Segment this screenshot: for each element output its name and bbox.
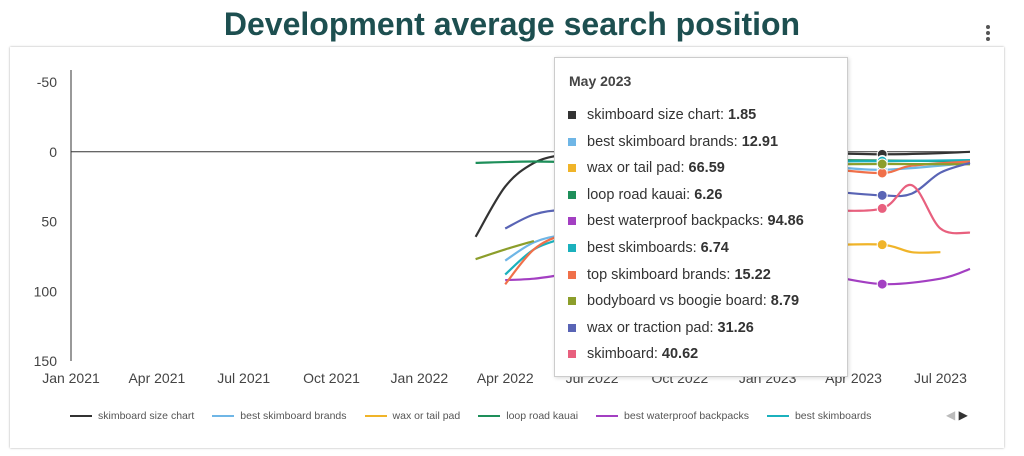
tooltip-value: 94.86 [767, 213, 804, 230]
tooltip-row: best skimboard brands: 12.91 [568, 132, 778, 152]
legend-item[interactable]: wax or tail pad [364, 410, 461, 422]
legend-label: skimboard size chart [98, 410, 195, 422]
legend-swatch [364, 415, 387, 417]
x-tick-label: Jan 2021 [42, 370, 100, 386]
tooltip-label: wax or traction pad: [587, 319, 714, 336]
tooltip-value: 15.22 [734, 266, 771, 283]
x-tick-label: Jul 2023 [914, 370, 967, 386]
x-tick-label: Apr 2021 [128, 370, 185, 386]
tooltip-swatch [568, 323, 576, 332]
tooltip-value: 66.59 [688, 160, 725, 177]
series-line [475, 239, 535, 261]
x-tick-label: Jul 2021 [217, 370, 270, 386]
tooltip-swatch [568, 164, 576, 173]
tooltip-swatch [568, 244, 576, 252]
highlight-point [876, 189, 888, 201]
legend-next-icon[interactable]: ▶ [958, 408, 968, 422]
tooltip-label: top skimboard brands: [587, 266, 731, 283]
y-tick-label: 0 [49, 144, 57, 160]
tooltip-label: loop road kauai: [587, 186, 691, 203]
legend-swatch [766, 415, 789, 417]
y-tick-label: 150 [34, 353, 58, 369]
tooltip-swatch [568, 217, 576, 226]
y-tick-label: -50 [37, 74, 57, 90]
page-title: Development average search position [223, 6, 801, 42]
legend-item[interactable]: best skimboards [766, 410, 872, 422]
series-line [823, 150, 971, 156]
highlight-point [876, 202, 888, 214]
legend-swatch [596, 415, 619, 417]
tooltip-label: best skimboards: [587, 240, 697, 256]
series-line [823, 267, 971, 286]
tooltip-swatch [568, 270, 576, 279]
legend-label: wax or tail pad [392, 410, 461, 422]
legend-pager: ◀ ▶ [946, 408, 968, 422]
legend-item[interactable]: best waterproof backpacks [596, 410, 749, 422]
highlight-point [876, 158, 888, 170]
highlight-point [876, 239, 888, 251]
tooltip-row: top skimboard brands: 15.22 [568, 265, 771, 285]
tooltip-label: skimboard: [587, 346, 658, 363]
tooltip-swatch [568, 111, 576, 119]
legend-label: best waterproof backpacks [624, 410, 749, 422]
tooltip-swatch [568, 137, 576, 146]
tooltip-value: 31.26 [717, 319, 754, 336]
tooltip-value: 40.62 [661, 346, 699, 363]
tooltip-value: 6.74 [700, 240, 729, 256]
x-tick-label: Oct 2021 [303, 370, 360, 386]
tooltip-row: skimboard: 40.62 [568, 344, 698, 364]
tooltip-label: wax or tail pad: [587, 160, 685, 177]
tooltip-row: loop road kauai: 6.26 [568, 185, 722, 205]
tooltip-swatch [568, 297, 576, 306]
legend-item[interactable]: loop road kauai [478, 410, 578, 422]
tooltip-row: wax or traction pad: 31.26 [568, 318, 754, 338]
tooltip-row: wax or tail pad: 66.59 [568, 158, 725, 178]
tooltip: May 2023 skimboard size chart: 1.85 best s… [554, 57, 848, 377]
tooltip-value: 12.91 [741, 133, 779, 150]
legend-label: loop road kauai [506, 410, 579, 422]
tooltip-header: May 2023 [569, 73, 632, 89]
highlight-point [876, 278, 888, 290]
legend-swatch [70, 415, 92, 417]
y-tick-label: 100 [34, 283, 58, 299]
tooltip-swatch [568, 190, 576, 199]
y-tick-label: 50 [41, 214, 57, 230]
legend-label: best skimboards [794, 410, 872, 422]
x-tick-label: Jan 2022 [391, 370, 449, 386]
tooltip-label: skimboard size chart: [587, 107, 724, 123]
legend-item[interactable]: best skimboard brands [212, 410, 347, 422]
x-tick-label: Apr 2022 [477, 370, 534, 386]
tooltip-label: best waterproof backpacks: [587, 213, 764, 230]
tooltip-row: best skimboards: 6.74 [568, 238, 729, 258]
tooltip-row: skimboard size chart: 1.85 [568, 105, 756, 125]
legend-prev-icon[interactable]: ◀ [946, 408, 956, 422]
legend-item[interactable]: skimboard size chart [70, 410, 194, 422]
legend-swatch [478, 415, 501, 417]
tooltip-value: 8.79 [770, 293, 800, 310]
legend-label: best skimboard brands [240, 410, 347, 422]
tooltip-label: best skimboard brands: [587, 133, 738, 150]
tooltip-row: best waterproof backpacks: 94.86 [568, 211, 804, 231]
tooltip-row: bodyboard vs boogie board: 8.79 [568, 291, 799, 311]
series-line [823, 161, 971, 198]
legend-swatch [212, 415, 235, 417]
tooltip-value: 6.26 [694, 186, 723, 203]
more-options-icon[interactable] [978, 20, 998, 46]
tooltip-value: 1.85 [728, 107, 757, 123]
series-line [823, 183, 971, 235]
tooltip-label: bodyboard vs boogie board: [587, 293, 767, 310]
tooltip-swatch [568, 350, 576, 359]
legend: skimboard size chart best skimboard brand… [70, 406, 889, 426]
